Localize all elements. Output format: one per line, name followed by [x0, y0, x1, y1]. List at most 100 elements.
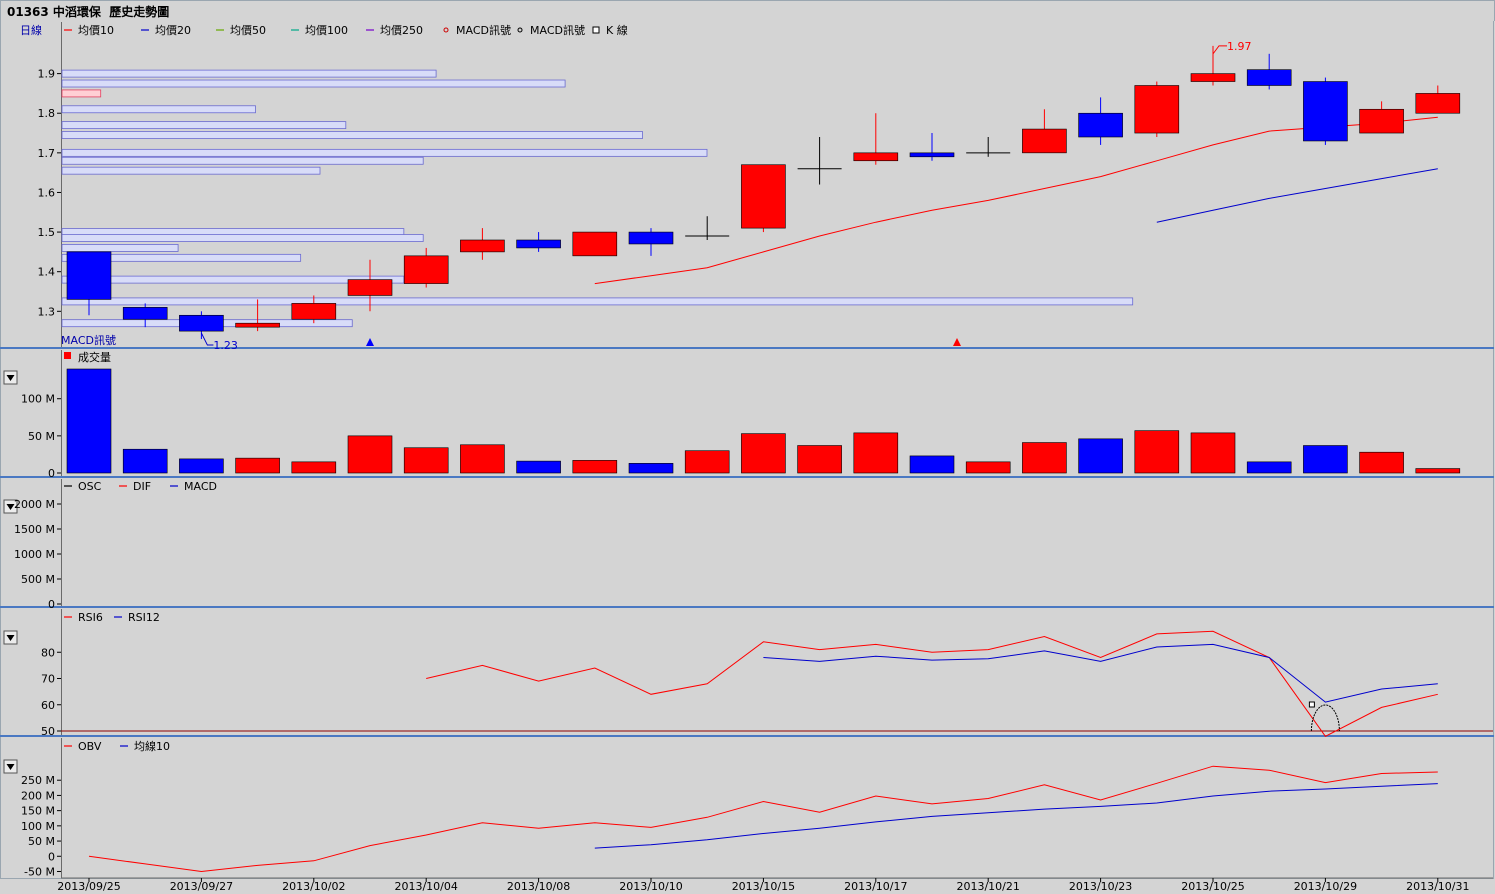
legend-item: 均價10: [64, 23, 114, 37]
legend-label: OSC: [78, 480, 102, 493]
volume-profile-bar: [61, 244, 179, 252]
ma20-line: [1156, 168, 1438, 223]
collapse-button[interactable]: [3, 630, 18, 645]
macd-tick-label: 2000 M: [14, 498, 55, 511]
volume-profile-bar: [61, 69, 437, 78]
volume-tick-label: 0: [48, 467, 55, 480]
rsi-tick-label: 70: [41, 673, 55, 686]
macd-signal-label: MACD訊號: [61, 333, 116, 347]
volume-bar: [66, 368, 112, 474]
candle-body: [909, 152, 955, 158]
volume-bar: [853, 432, 899, 474]
volume-profile-bar: [61, 297, 1134, 306]
legend-label: 均價10: [78, 23, 114, 37]
obv-ma10-line: [594, 783, 1438, 849]
legend-item: 均價100: [291, 23, 348, 37]
high-label: 1.97: [1227, 40, 1252, 53]
collapse-button[interactable]: [3, 499, 18, 514]
rsi-tick-label: 80: [41, 646, 55, 659]
legend-item: OSC: [64, 480, 102, 493]
volume-tick-label: 50 M: [28, 430, 55, 443]
legend-item: MACD訊號: [443, 23, 511, 37]
price-tick-label: 1.8: [38, 107, 56, 120]
legend-label: DIF: [133, 480, 151, 493]
collapse-button[interactable]: [3, 370, 18, 385]
obv-tick-label: 250 M: [21, 774, 55, 787]
rsi-tick-label: 60: [41, 699, 55, 712]
obv-tick-label: 150 M: [21, 805, 55, 818]
x-tick-label: 2013/10/02: [282, 880, 345, 893]
volume-bar: [235, 457, 280, 474]
volume-bar: [1190, 432, 1236, 474]
obv-tick-label: 200 M: [21, 789, 55, 802]
volume-profile-bar: [61, 89, 102, 98]
candle-body: [122, 307, 168, 320]
rsi-arc-marker: [1310, 704, 1340, 732]
legend-item: MACD訊號: [517, 23, 585, 37]
candle-body: [1022, 128, 1067, 154]
candle-body: [1303, 81, 1348, 142]
x-tick-label: 2013/09/25: [57, 880, 120, 893]
rsi12-line: [763, 643, 1438, 703]
volume-profile-bar: [61, 234, 424, 242]
legend-item: DIF: [119, 480, 151, 493]
obv-tick-label: 0: [48, 850, 55, 863]
volume-bar: [347, 435, 393, 474]
candle-body: [1134, 85, 1180, 134]
legend-item: 成交量: [64, 350, 111, 364]
price-tick-label: 1.4: [38, 266, 56, 279]
chevron-down-icon: [6, 504, 15, 510]
legend-swatch: [64, 352, 71, 359]
legend-label: MACD: [184, 480, 217, 493]
volume-profile-bar: [61, 253, 302, 262]
candle-body: [460, 239, 505, 253]
price-tick-label: 1.7: [38, 147, 56, 160]
volume-tick-label: 100 M: [21, 393, 55, 406]
legend-label: MACD訊號: [456, 23, 511, 37]
price-tick-label: 1.5: [38, 226, 56, 239]
legend-item: RSI12: [114, 611, 160, 624]
candle-body: [403, 255, 449, 284]
volume-bar: [965, 461, 1011, 474]
x-tick-label: 2013/10/23: [1069, 880, 1132, 893]
volume-bar: [1134, 430, 1180, 474]
legend-label: MACD訊號: [530, 23, 585, 37]
legend-label: 均價50: [230, 23, 266, 37]
volume-bar: [1246, 461, 1292, 474]
volume-bar: [797, 445, 842, 474]
macd-tick-label: 1000 M: [14, 548, 55, 561]
legend-label: 成交量: [78, 350, 111, 364]
candle-body: [1415, 93, 1461, 114]
legend-item: MACD: [170, 480, 217, 493]
candle-body: [853, 152, 899, 162]
x-tick-label: 2013/10/17: [844, 880, 907, 893]
volume-bar: [741, 433, 786, 474]
volume-bar: [1078, 438, 1123, 474]
legend-label: OBV: [78, 740, 102, 753]
x-tick-label: 2013/10/04: [394, 880, 457, 893]
collapse-button[interactable]: [3, 759, 18, 774]
page-title: 01363 中滔環保 歷史走勢圖: [7, 5, 170, 19]
chevron-down-icon: [6, 764, 15, 770]
volume-bar: [1359, 451, 1404, 474]
legend-swatch: [592, 26, 600, 34]
volume-bar: [291, 461, 337, 474]
volume-bar: [403, 447, 449, 474]
volume-profile-bar: [61, 148, 708, 157]
volume-bar: [1022, 442, 1067, 474]
volume-bar: [909, 455, 955, 474]
legend-label: K 線: [606, 23, 628, 37]
x-tick-label: 2013/09/27: [170, 880, 233, 893]
candle-body: [179, 314, 224, 332]
x-tick-label: 2013/10/15: [732, 880, 795, 893]
legend-item: 均價50: [216, 23, 266, 37]
x-tick-label: 2013/10/29: [1294, 880, 1357, 893]
candle-body: [516, 239, 561, 249]
high-leader: [1212, 45, 1227, 55]
x-tick-label: 2013/10/10: [619, 880, 682, 893]
obv-tick-label: 100 M: [21, 820, 55, 833]
rsi-tick-label: 50: [41, 725, 55, 738]
legend-item: 均價20: [141, 23, 191, 37]
